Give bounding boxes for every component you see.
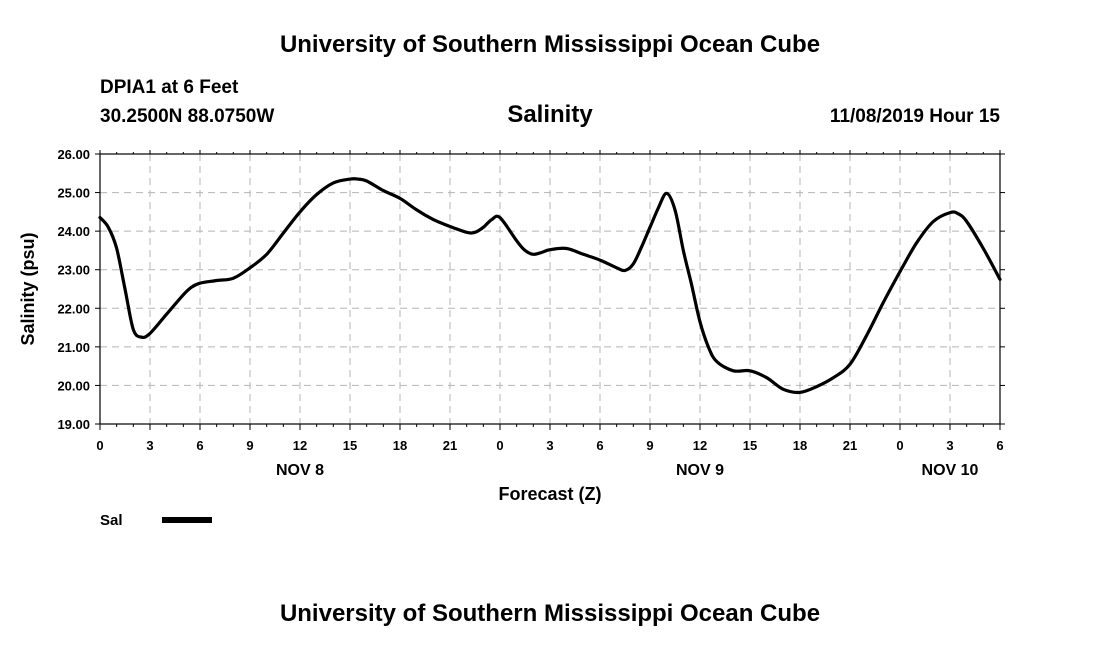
x-tick-label: 15 [743, 438, 757, 453]
datetime-label: 11/08/2019 Hour 15 [829, 106, 1000, 127]
axis-labels: 19.00 20.00 21.00 22.00 23.00 24.00 25.00 26.00… [18, 147, 1004, 504]
x-tick-label: 9 [246, 438, 253, 453]
x-tick-label: 12 [693, 438, 707, 453]
variable-title: Salinity [507, 101, 593, 128]
y-tick-label: 22.00 [57, 301, 90, 316]
y-tick-label: 21.00 [57, 340, 90, 355]
x-tick-label: 3 [146, 438, 153, 453]
y-tick-label: 23.00 [57, 263, 90, 278]
axis-ticks [95, 150, 1005, 430]
y-axis-label: Salinity (psu) [18, 232, 38, 345]
x-tick-label: 21 [843, 438, 857, 453]
x-tick-label: 0 [496, 438, 503, 453]
date-label: NOV 10 [922, 462, 979, 479]
top-title: University of Southern Mississippi Ocean… [279, 31, 821, 58]
x-axis-label: Forecast (Z) [498, 484, 601, 504]
bottom-title: University of Southern Mississippi Ocean… [279, 600, 821, 627]
x-tick-label: 3 [946, 438, 953, 453]
legend-label: Sal [100, 512, 123, 529]
x-tick-label: 3 [546, 438, 553, 453]
date-label: NOV 9 [676, 462, 724, 479]
x-tick-label: 0 [96, 438, 103, 453]
station-label: DPIA1 at 6 Feet [100, 77, 239, 98]
y-tick-label: 20.00 [57, 378, 90, 393]
x-tick-label: 12 [293, 438, 307, 453]
x-tick-label: 6 [996, 438, 1003, 453]
x-tick-label: 21 [443, 438, 457, 453]
y-tick-label: 26.00 [57, 147, 90, 162]
x-tick-label: 0 [896, 438, 903, 453]
x-tick-label: 6 [196, 438, 203, 453]
y-tick-label: 19.00 [57, 417, 90, 432]
date-label: NOV 8 [276, 462, 324, 479]
x-tick-label: 18 [793, 438, 807, 453]
x-tick-label: 15 [343, 438, 357, 453]
x-tick-label: 18 [393, 438, 407, 453]
x-tick-label: 6 [596, 438, 603, 453]
grid-lines [100, 154, 1000, 424]
y-tick-label: 24.00 [57, 224, 90, 239]
coordinates-label: 30.2500N 88.0750W [100, 106, 275, 127]
x-tick-label: 9 [646, 438, 653, 453]
series-line-sal [98, 177, 1002, 395]
series-group [98, 177, 1002, 395]
legend: Sal [100, 512, 212, 529]
y-tick-label: 25.00 [57, 186, 90, 201]
